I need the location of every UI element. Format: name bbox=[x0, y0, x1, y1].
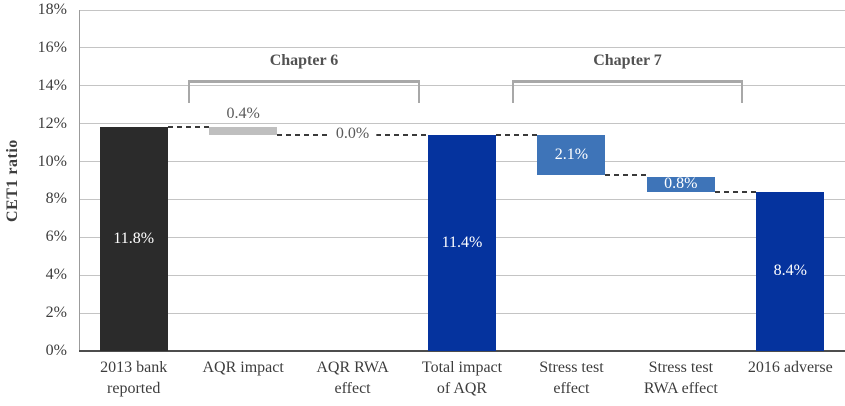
x-axis-label-line: Total impact bbox=[421, 359, 503, 376]
x-axis-label-line: effect bbox=[334, 380, 371, 397]
bar-stress-test-rwa-effect bbox=[646, 176, 715, 192]
gridline bbox=[79, 123, 845, 125]
x-axis-label-2013-bank-reported: 2013 bank reported bbox=[76, 357, 192, 399]
y-axis-tick-label: 4% bbox=[45, 266, 67, 284]
x-axis-label-aqr-rwa-effect: AQR RWA effect bbox=[295, 357, 411, 399]
x-axis-label-line: 2013 bank bbox=[100, 359, 168, 376]
waterfall-connector bbox=[605, 173, 647, 176]
y-axis-title: CET1 ratio bbox=[4, 139, 21, 222]
x-axis-label-line: 2016 adverse bbox=[747, 359, 833, 376]
bar-label-2016-adverse: 8.4% bbox=[773, 262, 807, 280]
x-axis-label-line: RWA effect bbox=[643, 380, 718, 397]
bar-label-total-impact-of-aqr: 11.4% bbox=[441, 234, 483, 252]
bar-label-stress-test-effect: 2.1% bbox=[554, 145, 589, 163]
bracket-tick bbox=[741, 80, 743, 103]
bar-total-impact-of-aqr bbox=[428, 135, 496, 351]
gridline bbox=[79, 85, 845, 87]
waterfall-connector bbox=[496, 134, 538, 137]
y-axis-tick-label: 8% bbox=[45, 190, 67, 208]
bar-aqr-impact bbox=[209, 127, 278, 136]
bracket-tick bbox=[418, 80, 420, 103]
y-axis-tick-label: 0% bbox=[45, 342, 67, 359]
x-axis-label-stress-test-rwa-effect: Stress test RWA effect bbox=[623, 357, 739, 399]
bracket-line-1 bbox=[188, 80, 420, 83]
bracket-label-1: Chapter 6 bbox=[269, 52, 339, 69]
y-axis-tick-label: 2% bbox=[45, 304, 67, 322]
x-axis-label-line: effect bbox=[553, 380, 590, 397]
bracket-line-2 bbox=[512, 80, 743, 83]
bracket-tick bbox=[188, 80, 190, 103]
bar-stress-test-effect bbox=[537, 135, 606, 175]
bar-label-stress-test-rwa-effect: 0.8% bbox=[664, 175, 698, 193]
y-axis-tick-label: 14% bbox=[37, 76, 67, 94]
y-axis-line bbox=[79, 10, 80, 351]
y-axis-tick-label: 12% bbox=[37, 114, 67, 132]
x-axis-label-line: of AQR bbox=[436, 380, 488, 397]
y-axis-tick-label: 10% bbox=[37, 152, 67, 170]
bar-label-2013-bank-reported: 11.8% bbox=[113, 230, 155, 248]
bracket-label-2: Chapter 7 bbox=[593, 52, 662, 69]
x-axis-label-line: AQR impact bbox=[202, 359, 284, 376]
bracket-tick bbox=[512, 80, 514, 103]
bar-2013-bank-reported bbox=[99, 127, 168, 351]
x-axis-label-aqr-impact: AQR impact bbox=[185, 357, 301, 378]
x-axis-line bbox=[79, 350, 845, 352]
y-axis-tick-label: 6% bbox=[45, 228, 67, 246]
bar-label-aqr-impact: 0.4% bbox=[226, 105, 260, 123]
waterfall-connector bbox=[714, 190, 757, 193]
gridline bbox=[79, 9, 845, 11]
x-axis-label-2016-adverse: 2016 adverse bbox=[732, 357, 845, 378]
bar-label-aqr-rwa-effect: 0.0% bbox=[328, 125, 377, 143]
x-axis-label-line: AQR RWA bbox=[316, 359, 389, 376]
waterfall-connector bbox=[167, 126, 210, 129]
bar-2016-adverse bbox=[756, 191, 825, 351]
x-axis-label-line: Stress test bbox=[648, 359, 714, 376]
y-axis-tick-label: 16% bbox=[37, 38, 67, 56]
x-axis-label-line: Stress test bbox=[539, 359, 604, 376]
y-axis-tick-label: 18% bbox=[37, 1, 67, 18]
gridline bbox=[79, 47, 845, 49]
x-axis-label-stress-test-effect: Stress test effect bbox=[513, 357, 629, 399]
x-axis-label-total-impact-of-aqr: Total impact of AQR bbox=[404, 357, 520, 399]
x-axis-label-line: reported bbox=[107, 380, 161, 397]
